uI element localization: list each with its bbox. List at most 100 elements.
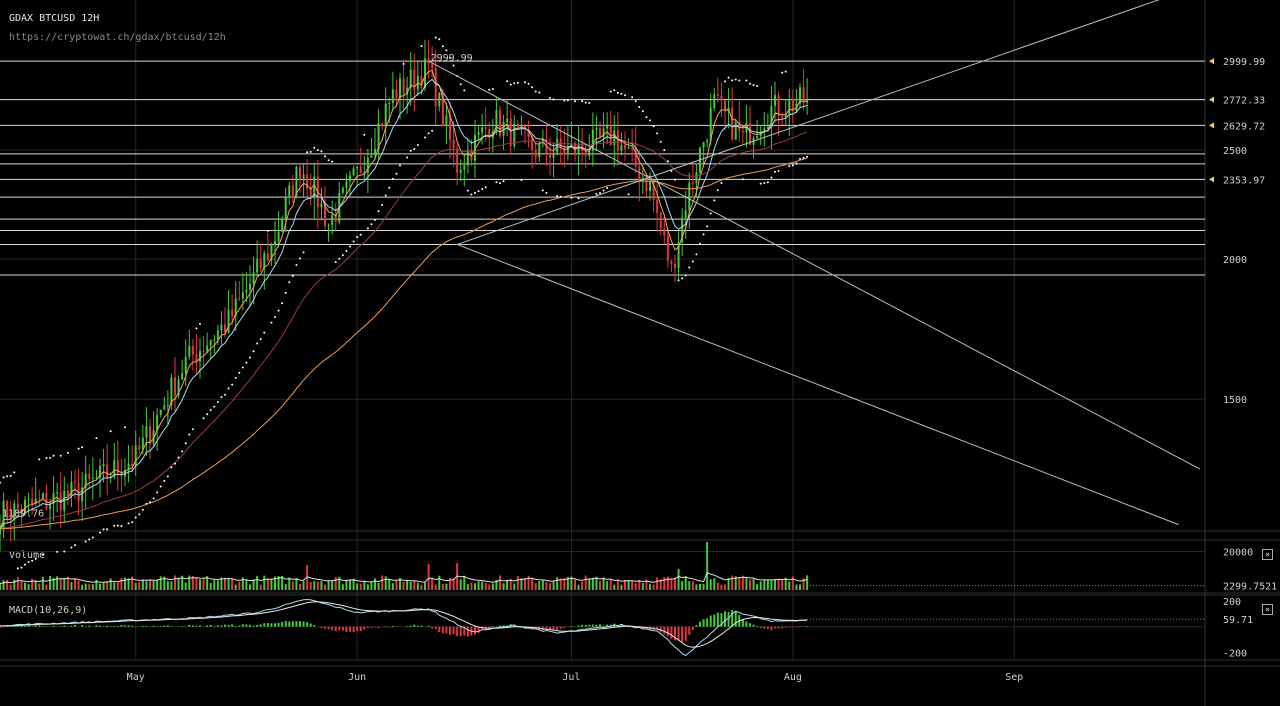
macd-histogram-bar [777,626,780,629]
macd-histogram-bar [756,626,759,627]
sar-dot [599,191,601,194]
candle [245,289,248,293]
candle [2,501,5,530]
sar-dot [16,567,19,570]
sar-dot [34,557,37,560]
candle [6,501,9,519]
sar-dot [38,458,41,461]
volume-bar [616,579,619,590]
candle [781,116,784,118]
sar-dot [709,212,712,215]
macd-histogram-bar [349,626,351,632]
sar-dot [695,253,698,256]
candle [388,102,391,104]
candle [349,175,351,182]
volume-bar [56,576,59,590]
volume-bar [113,582,116,590]
candle [16,503,19,509]
macd-axis-label: -200 [1223,648,1247,659]
volume-bar [74,578,76,590]
macd-histogram-bar [324,626,326,629]
volume-bar [381,575,384,590]
volume-bar [88,583,91,590]
candle [27,498,30,500]
volume-bar [206,576,209,590]
candle [777,95,780,117]
sar-dot [716,189,719,192]
candle [402,78,405,95]
sar-dot [399,164,401,167]
sar-dot [0,481,1,484]
volume-bar [141,579,144,590]
macd-histogram-bar [163,625,166,627]
sar-dot [581,100,584,103]
trend-line [456,243,1179,526]
moving-averages [0,69,808,530]
macd-histogram-bar [563,626,566,628]
volume-bar [470,582,473,590]
macd-histogram-bar [556,626,559,631]
sar-dot [334,261,337,264]
macd-histogram-bar [741,619,744,627]
volume-close-button[interactable]: × [1262,549,1273,560]
volume-bar [38,583,41,590]
volume-bar [484,582,487,590]
volume-bar [424,582,426,590]
macd-histogram-bar [277,622,280,627]
volume-panel: Volume 20000 2299.7521 [0,541,1277,593]
sar-dot [91,536,94,539]
macd-histogram-bar [220,625,223,627]
macd-histogram-bar [749,623,751,627]
sar-dot [763,182,766,185]
sar-dot [470,193,473,196]
macd-histogram-bar [474,626,476,635]
volume-bar [127,578,130,590]
macd-histogram-bar [306,622,309,627]
volume-bar [363,580,366,590]
volume-bar [599,580,601,590]
candle [31,498,34,504]
macd-histogram-bar [309,623,312,627]
sar-dot [513,82,516,85]
sar-dot [613,89,616,92]
candle [152,430,155,444]
sar-dot [391,177,394,180]
volume-bar [441,583,444,590]
macd-histogram-bar [74,625,76,627]
candle [774,95,776,106]
volume-bar [20,580,23,590]
chart-url[interactable]: https://cryptowat.ch/gdax/btcusd/12h [9,32,226,43]
candle [499,110,501,136]
volume-bar [316,581,319,590]
volume-bar [541,580,544,590]
macd-histogram-bar [677,626,680,641]
volume-bar [524,577,526,590]
macd-histogram-bar [327,626,330,630]
volume-bar [231,578,234,590]
candle [413,69,416,90]
sar-dot [738,79,741,82]
sar-dot [691,260,694,263]
candle [281,219,284,232]
candle [213,339,216,341]
sar-dot [377,210,380,213]
sar-dot [449,56,451,59]
candle [174,377,176,396]
trend-lines [428,0,1201,526]
macd-histogram-bar [477,626,480,633]
macd-close-button[interactable]: × [1262,604,1273,615]
sar-dot [624,94,626,97]
macd-histogram-bar [691,626,694,631]
sar-dot [249,356,251,359]
sar-dot [99,531,101,534]
volume-bar [763,580,766,590]
sar-dot [674,178,676,181]
candle [474,134,476,161]
macd-histogram-bar [16,625,19,627]
sar-dot [516,81,519,84]
parabolic-sar [0,36,809,570]
volume-bar [481,581,484,590]
macd-histogram-bar [334,626,337,632]
sar-dot [113,524,116,527]
